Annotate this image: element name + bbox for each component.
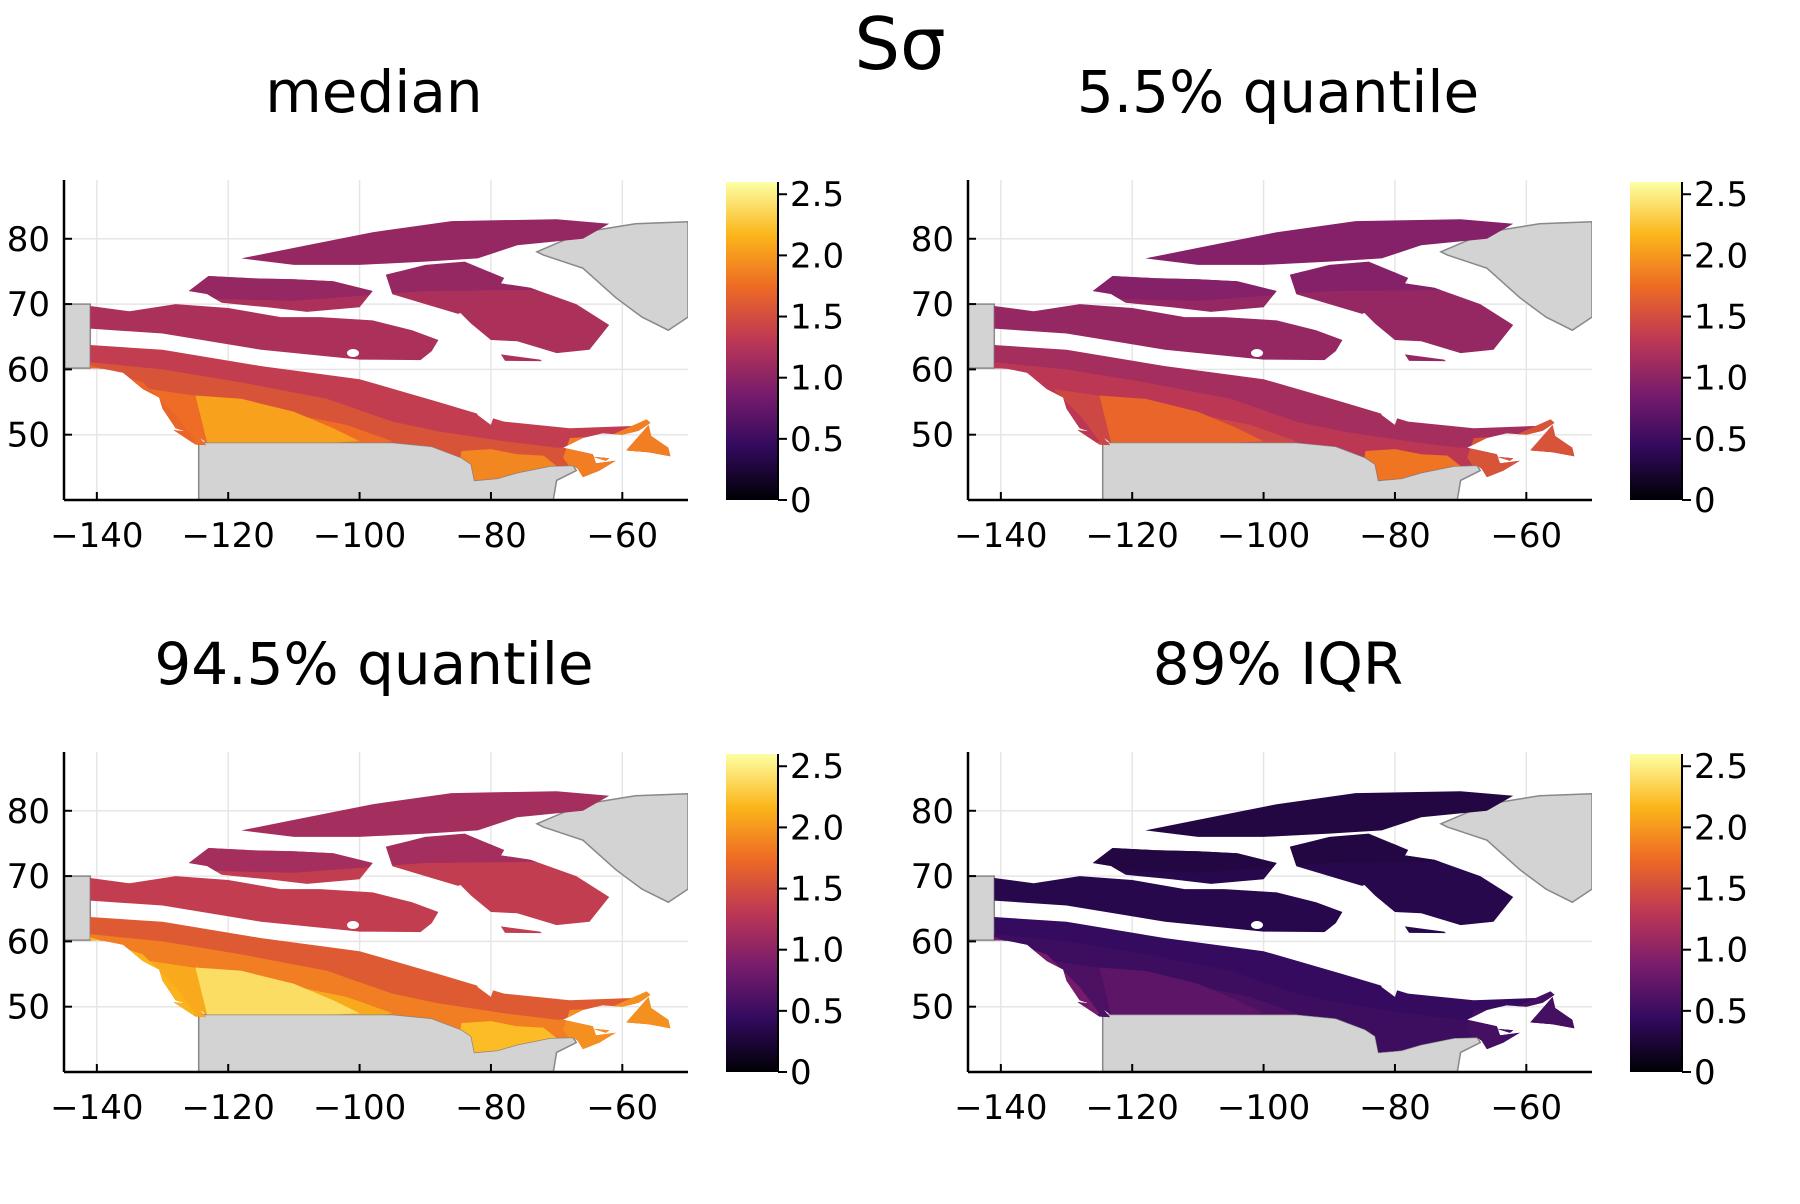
colorbar-tick-label: 1.0 (1694, 359, 1748, 399)
map-panel-2: 5.5% quantile −140 −120 −100 −80 −60 50 60 70 80 0… (911, 58, 1748, 556)
x-tick-label: −60 (586, 516, 658, 556)
alaska-landmass (968, 303, 996, 369)
x-tick-label: −80 (455, 516, 527, 556)
colorbar-tick-label: 1.0 (790, 359, 844, 399)
map-panel-1: median −140 −120 −100 −80 −60 50 60 70 80 0 0.5 1.0 1… (7, 58, 844, 556)
region-ontario (1362, 1021, 1461, 1053)
y-tick-label: 60 (7, 350, 50, 390)
y-tick-label: 60 (7, 922, 50, 962)
colorbar-tick-label: 0 (1694, 1053, 1716, 1093)
x-tick-label: −80 (1359, 1088, 1431, 1128)
colorbar-tick-label: 0.5 (1694, 420, 1748, 460)
y-tick-label: 60 (911, 922, 954, 962)
x-tick-label: −100 (313, 1088, 406, 1128)
colorbar-tick-label: 0 (790, 1053, 812, 1093)
x-tick-label: −140 (50, 516, 143, 556)
region-prairie (1099, 395, 1264, 448)
region-prairie (195, 395, 360, 448)
x-tick-label: −140 (50, 1088, 143, 1128)
colorbar-tick-label: 2.5 (1694, 175, 1748, 215)
greenland-landmass (535, 221, 688, 332)
x-tick-label: −80 (455, 1088, 527, 1128)
x-tick-label: −120 (182, 516, 275, 556)
colorbar-tick-label: 1.0 (790, 931, 844, 971)
y-tick-label: 80 (911, 792, 954, 832)
y-tick-label: 50 (911, 988, 954, 1028)
colorbar-tick-label: 0.5 (1694, 992, 1748, 1032)
y-tick-label: 80 (7, 220, 50, 260)
map-layer (968, 791, 1592, 1072)
panel-title: 89% IQR (1153, 630, 1403, 698)
greenland-landmass (1439, 221, 1592, 332)
colorbar-tick-label: 1.5 (790, 298, 844, 338)
y-tick-label: 70 (7, 285, 50, 325)
x-tick-label: −120 (1086, 516, 1179, 556)
region-prairie (1099, 967, 1264, 1020)
x-tick-label: −140 (954, 516, 1047, 556)
colorbar (1630, 754, 1682, 1072)
colorbar-tick-label: 0.5 (790, 420, 844, 460)
map-layer (64, 791, 688, 1072)
alaska-landmass (64, 303, 92, 369)
x-tick-label: −100 (1217, 1088, 1310, 1128)
y-tick-label: 50 (911, 416, 954, 456)
y-tick-label: 50 (7, 416, 50, 456)
x-tick-label: −120 (1086, 1088, 1179, 1128)
colorbar-tick-label: 2.0 (790, 808, 844, 848)
map-layer (64, 219, 688, 500)
y-tick-label: 80 (7, 792, 50, 832)
colorbar-tick-label: 0 (1694, 481, 1716, 521)
map-layer (968, 219, 1592, 500)
greenland-landmass (1439, 793, 1592, 904)
map-panel-3: 94.5% quantile −140 −120 −100 −80 −60 50 60 70 80… (7, 630, 844, 1128)
colorbar (1630, 182, 1682, 500)
y-tick-label: 60 (911, 350, 954, 390)
x-tick-label: −100 (313, 516, 406, 556)
region-ontario (458, 449, 557, 481)
colorbar (726, 754, 778, 1072)
region-ontario (1362, 449, 1461, 481)
colorbar-tick-label: 1.0 (1694, 931, 1748, 971)
panel-title: 94.5% quantile (154, 630, 593, 698)
x-tick-label: −60 (586, 1088, 658, 1128)
lake-marker (1251, 349, 1264, 358)
colorbar-tick-label: 0.5 (790, 992, 844, 1032)
x-tick-label: −60 (1490, 516, 1562, 556)
figure-title: Sσ (854, 2, 946, 86)
greenland-landmass (535, 793, 688, 904)
lake-marker (347, 349, 360, 358)
y-tick-label: 70 (7, 857, 50, 897)
colorbar-tick-label: 2.5 (790, 175, 844, 215)
y-tick-label: 70 (911, 285, 954, 325)
y-tick-label: 70 (911, 857, 954, 897)
lake-marker (347, 921, 360, 930)
colorbar-tick-label: 2.0 (1694, 236, 1748, 276)
map-panel-4: 89% IQR −140 −120 −100 −80 −60 50 60 70 80 0 0.5 1.0… (911, 630, 1748, 1128)
colorbar-tick-label: 2.0 (1694, 808, 1748, 848)
panel-title: median (265, 58, 482, 126)
lake-marker (1251, 921, 1264, 930)
colorbar-tick-label: 2.5 (790, 747, 844, 787)
region-ontario (458, 1021, 557, 1053)
x-tick-label: −60 (1490, 1088, 1562, 1128)
colorbar-tick-label: 1.5 (1694, 298, 1748, 338)
x-tick-label: −120 (182, 1088, 275, 1128)
colorbar-tick-label: 2.0 (790, 236, 844, 276)
panel-title: 5.5% quantile (1077, 58, 1479, 126)
x-tick-label: −140 (954, 1088, 1047, 1128)
y-tick-label: 80 (911, 220, 954, 260)
colorbar (726, 182, 778, 500)
colorbar-tick-label: 0 (790, 481, 812, 521)
colorbar-tick-label: 1.5 (790, 870, 844, 910)
y-tick-label: 50 (7, 988, 50, 1028)
x-tick-label: −80 (1359, 516, 1431, 556)
colorbar-tick-label: 1.5 (1694, 870, 1748, 910)
alaska-landmass (968, 875, 996, 941)
alaska-landmass (64, 875, 92, 941)
x-tick-label: −100 (1217, 516, 1310, 556)
region-prairie (195, 967, 360, 1020)
colorbar-tick-label: 2.5 (1694, 747, 1748, 787)
